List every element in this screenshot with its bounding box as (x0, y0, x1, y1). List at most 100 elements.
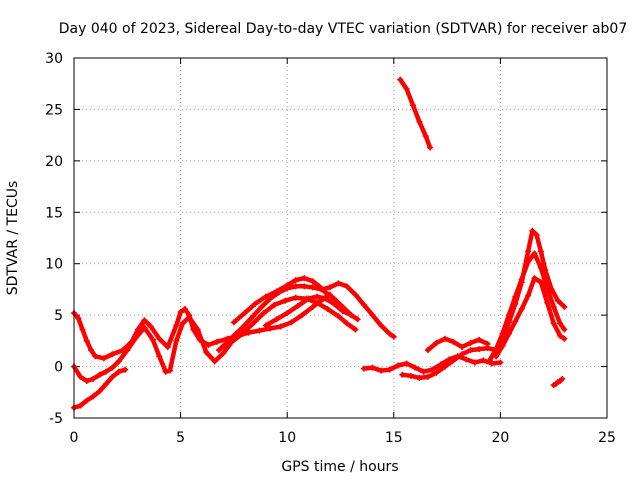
data-point (141, 324, 148, 331)
data-point (260, 310, 267, 317)
data-point (497, 359, 504, 366)
plot-frame (73, 57, 608, 419)
data-point (322, 295, 329, 302)
data-point (512, 318, 519, 325)
data-point (309, 284, 316, 291)
data-point (390, 333, 397, 340)
series-arc-6 (71, 366, 129, 411)
data-point (284, 282, 291, 289)
series-arc-3 (215, 280, 397, 354)
data-point (354, 316, 361, 323)
series-arc-5 (262, 293, 355, 329)
data-point (162, 368, 169, 375)
data-point (397, 76, 404, 83)
data-point (92, 353, 99, 360)
series-arc-8 (399, 345, 500, 381)
data-point (467, 339, 474, 346)
data-point (459, 344, 466, 351)
data-point (352, 326, 359, 333)
data-point (109, 351, 116, 358)
data-point (420, 368, 427, 375)
data-point (273, 288, 280, 295)
data-point (403, 360, 410, 367)
tick-layer: 0 5 10 15 20 25 -5 0 5 10 15 20 25 30 (45, 51, 616, 446)
data-point (314, 293, 321, 300)
series-arc-14 (550, 375, 566, 389)
data-point (331, 300, 338, 307)
data-point (77, 373, 84, 380)
data-point (409, 102, 416, 109)
data-point (194, 326, 201, 333)
data-point (299, 312, 306, 319)
data-point (271, 301, 278, 308)
data-point (550, 320, 557, 327)
data-point (241, 322, 248, 329)
data-point (256, 327, 263, 334)
data-point (211, 358, 218, 365)
data-point (132, 334, 139, 341)
data-point (173, 322, 180, 329)
data-point (505, 330, 512, 337)
data-point (484, 340, 491, 347)
y-tick-label: 30 (45, 51, 63, 67)
x-tick-label: 5 (176, 430, 185, 446)
data-point (499, 343, 506, 349)
data-point (476, 346, 483, 353)
data-point (544, 299, 551, 306)
y-axis-label: SDTVAR / TECUs (5, 181, 21, 296)
data-point (486, 357, 493, 364)
data-point (147, 323, 154, 330)
data-point (450, 338, 457, 345)
data-point (561, 335, 568, 342)
data-point (537, 279, 544, 286)
data-point (512, 293, 519, 300)
data-point (429, 366, 436, 373)
data-point (561, 326, 568, 333)
data-point (395, 362, 402, 369)
data-point (557, 332, 564, 339)
y-tick-label: 10 (45, 257, 63, 273)
data-point (424, 373, 431, 380)
data-point (96, 388, 103, 395)
data-point (378, 322, 385, 329)
data-point (424, 347, 431, 354)
data-point (179, 320, 186, 327)
data-point (550, 303, 557, 310)
data-point (262, 293, 269, 300)
data-point (109, 373, 116, 380)
data-point (433, 369, 440, 376)
data-point (77, 402, 84, 409)
data-point (90, 375, 97, 382)
data-point (488, 360, 495, 367)
y-tick-label: 20 (45, 154, 63, 170)
series-line (216, 281, 397, 353)
x-tick-label: 0 (70, 430, 79, 446)
data-point (164, 344, 171, 351)
data-point (79, 326, 86, 333)
data-point (102, 381, 109, 388)
data-point (213, 338, 220, 345)
data-point (205, 341, 212, 348)
data-point (83, 337, 90, 344)
data-point (537, 248, 544, 255)
series-arc-4 (230, 275, 361, 326)
data-point (335, 280, 342, 287)
data-point (284, 310, 291, 317)
data-point (156, 353, 163, 360)
data-point (339, 308, 346, 315)
data-point (441, 335, 448, 342)
data-point (203, 349, 210, 356)
data-point (518, 305, 525, 312)
data-point (505, 312, 512, 319)
data-point (83, 377, 90, 384)
data-point (525, 258, 532, 265)
data-point (156, 335, 163, 342)
x-tick-label: 20 (491, 430, 509, 446)
series-line (493, 275, 567, 359)
data-point (115, 368, 122, 375)
chart-title: Day 040 of 2023, Sidereal Day-to-day VTE… (59, 21, 628, 37)
grid-layer (74, 58, 607, 418)
data-point (122, 366, 129, 373)
data-point (412, 364, 419, 371)
data-point (441, 363, 448, 370)
